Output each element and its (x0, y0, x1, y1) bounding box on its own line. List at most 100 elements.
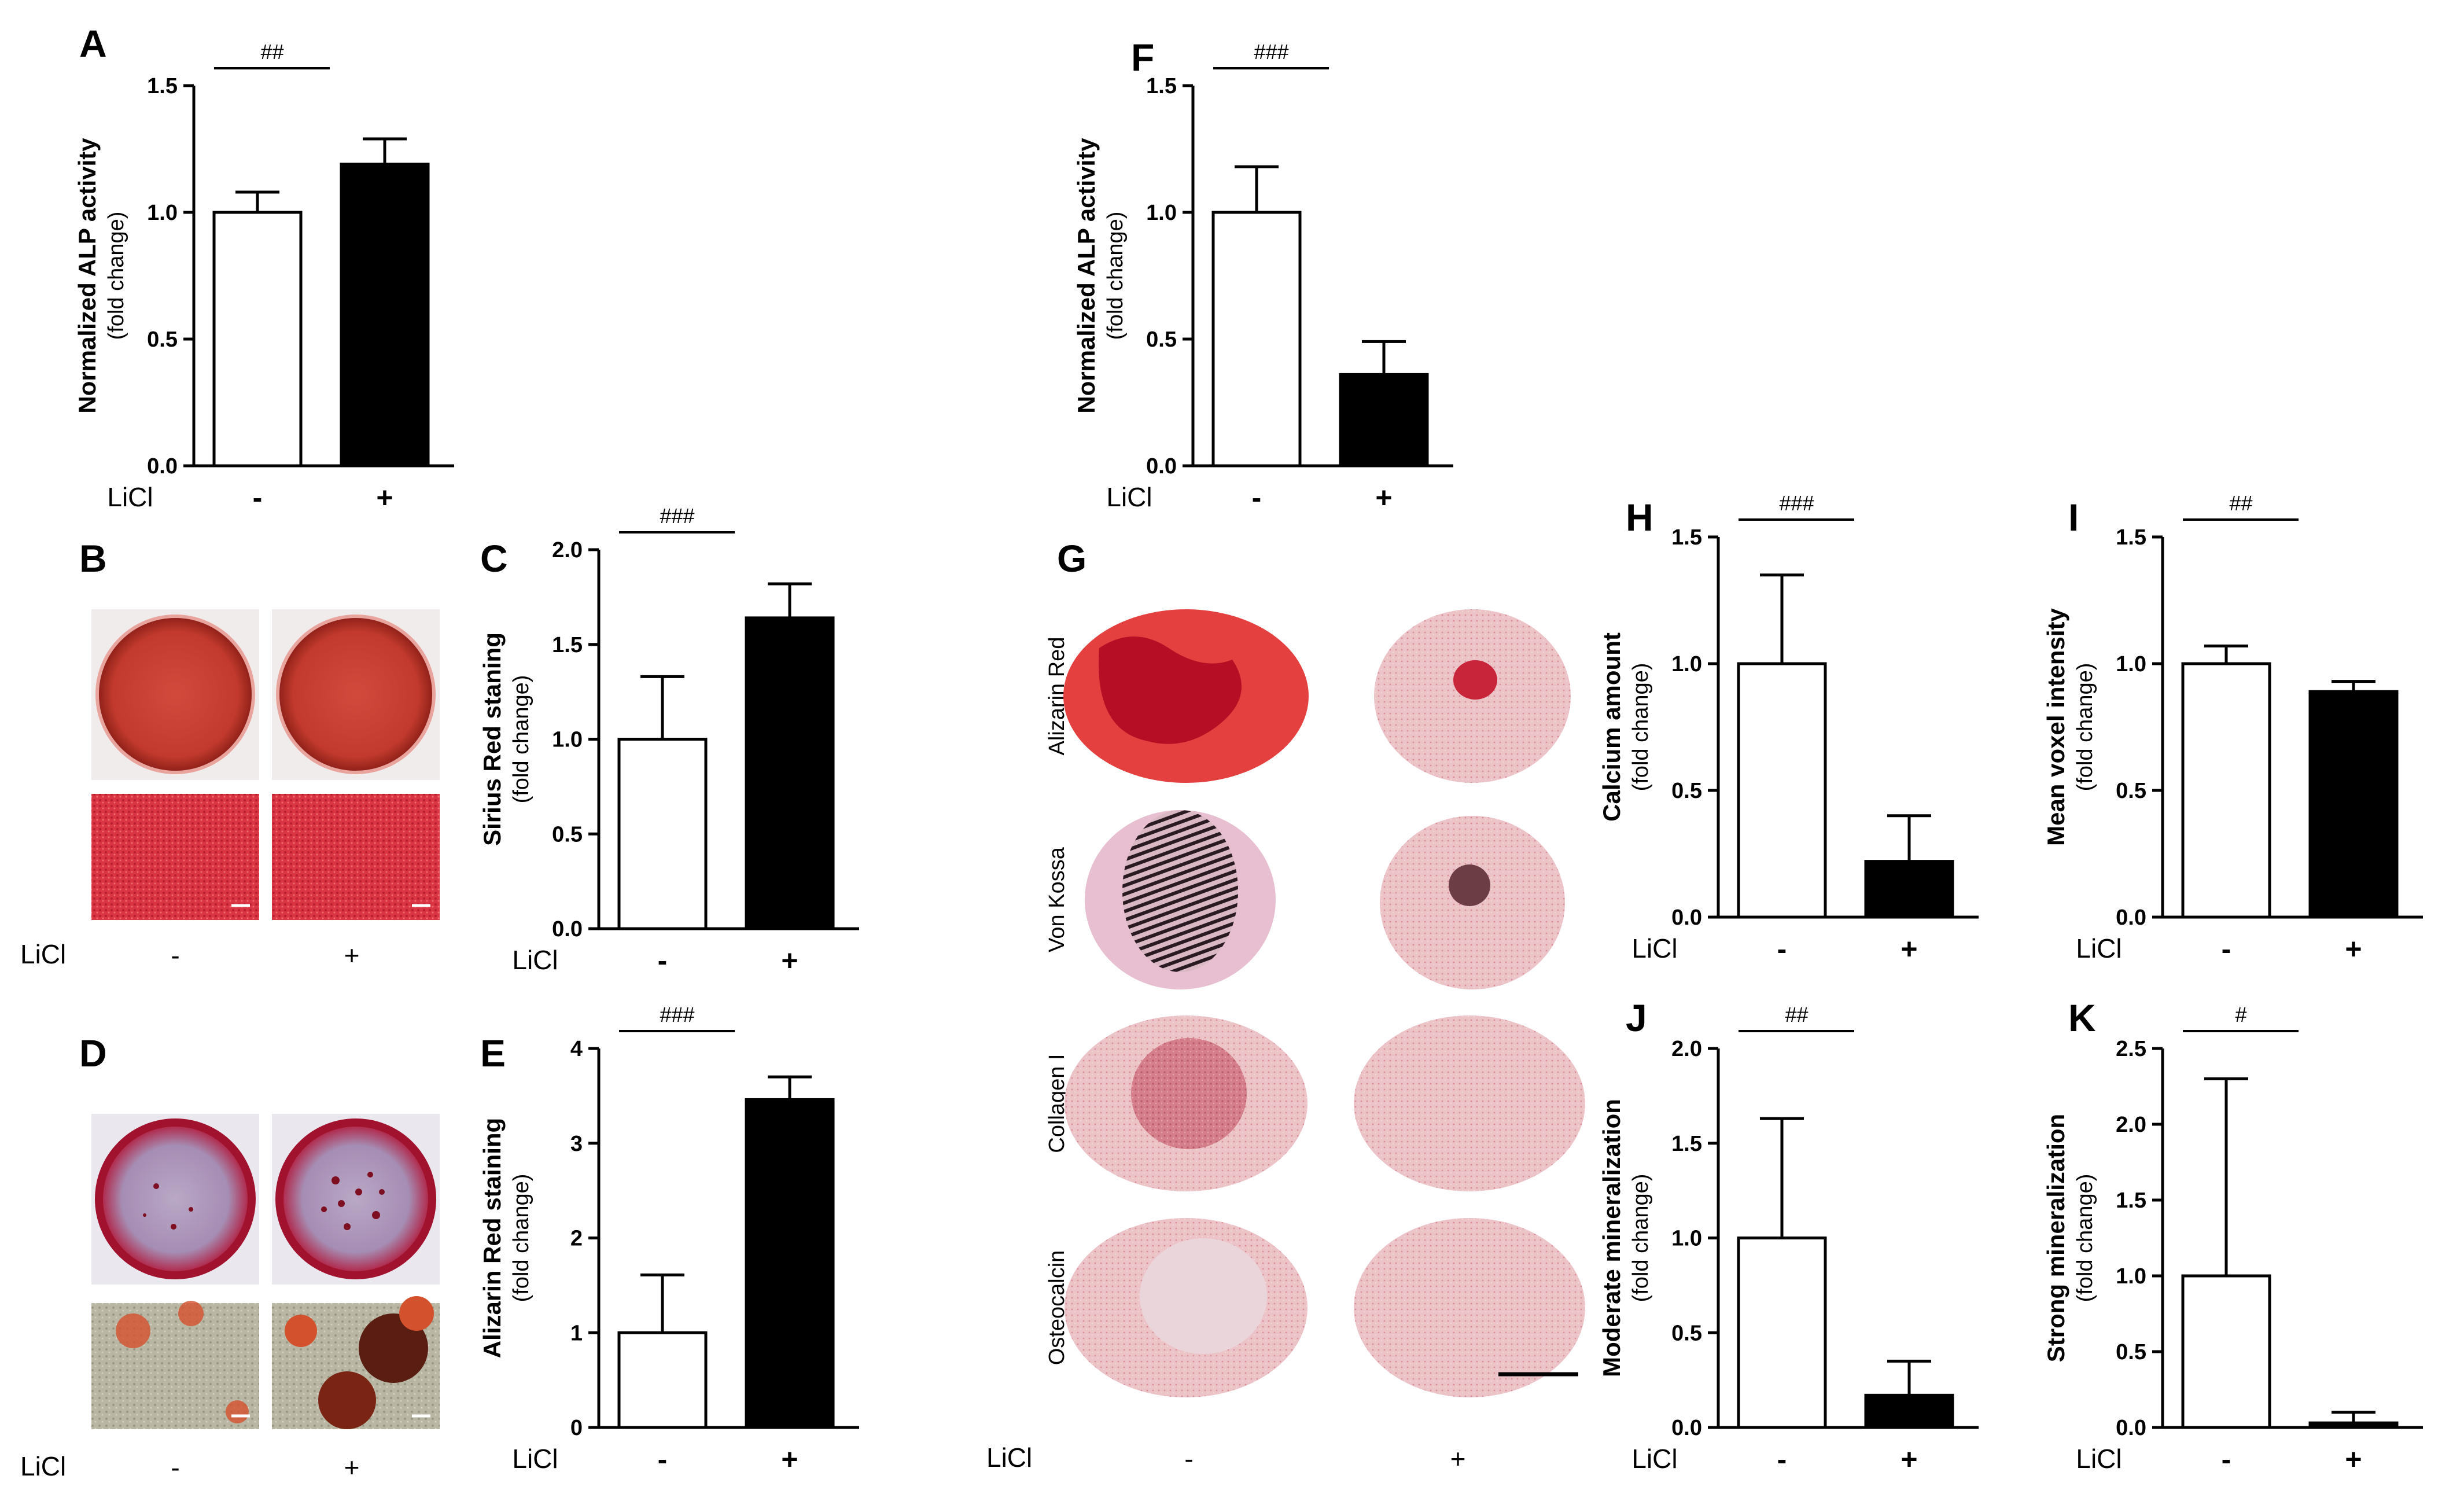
y-tick-label: 4 (570, 1037, 583, 1061)
y-axis-label: Moderate mineralization (1598, 1099, 1625, 1377)
panel-letter-g: G (1057, 537, 1086, 580)
y-tick-label: 0.0 (2116, 1416, 2146, 1440)
chart-alizarin-red: 0 1 2 3 4 ### Alizarin Red staining (fold chang… (478, 1003, 859, 1475)
mineral-black-streaks (1122, 810, 1238, 972)
panel-letter-b: B (79, 537, 107, 580)
group-label-g-minus: - (1184, 1444, 1193, 1474)
y-tick-label: 1.5 (552, 633, 583, 657)
significance-label: ## (2229, 491, 2253, 515)
bar (1339, 373, 1429, 468)
panel-d-well-treated (275, 1118, 436, 1279)
y-axis-sublabel: (fold change) (2073, 663, 2097, 792)
y-axis-label: Alizarin Red staining (478, 1118, 506, 1358)
bar (745, 1098, 835, 1429)
y-tick-label: 2.5 (2116, 1037, 2146, 1061)
image-panel-licl-labels: LiCl - + LiCl - + LiCl - + (20, 939, 1465, 1482)
bar (1211, 211, 1302, 468)
y-tick-label: 2.0 (552, 538, 583, 562)
y-tick-label: 0.0 (1146, 454, 1177, 479)
chart-mean-voxel-intensity: 0.0 0.5 1.0 1.5 ## Mean voxel intensity (fold … (2042, 491, 2423, 965)
licl-label: LiCl (107, 482, 153, 512)
group-label: + (1901, 1443, 1917, 1475)
y-axis-label: Sirius Red staning (478, 632, 506, 846)
group-label: + (2345, 933, 2362, 965)
mineral-focus (1453, 660, 1497, 700)
licl-label: LiCl (512, 1444, 558, 1474)
panel-d-well-control (95, 1118, 256, 1279)
chart-sirius-red: 0.0 0.5 1.0 1.5 2.0 ### Sirius Red staning (fol… (478, 504, 859, 977)
licl-label-g: LiCl (986, 1443, 1032, 1473)
bar (745, 616, 835, 930)
bar (2181, 1274, 2271, 1429)
significance-label: ### (1779, 491, 1814, 515)
panel-letter-i: I (2068, 496, 2079, 539)
y-axis-sublabel: (fold change) (2073, 1174, 2097, 1302)
bar (2308, 690, 2399, 919)
y-axis-sublabel: (fold change) (104, 212, 128, 340)
panel-b-well-control (95, 614, 255, 774)
significance-label: ### (660, 504, 695, 528)
y-tick-label: 0.0 (1671, 1416, 1702, 1440)
licl-label: LiCl (2076, 1444, 2122, 1474)
panel-letter-f: F (1131, 36, 1154, 79)
panel-letter-d: D (79, 1032, 107, 1075)
y-tick-label: 1.0 (1671, 1227, 1702, 1251)
panel-letter-e: E (480, 1032, 506, 1075)
y-tick-label: 3 (570, 1132, 583, 1156)
panel-letter-k: K (2068, 996, 2096, 1039)
licl-label: LiCl (512, 945, 558, 975)
bar (2308, 1421, 2399, 1429)
y-tick-label: 0 (570, 1416, 583, 1440)
y-tick-label: 1.5 (1146, 74, 1177, 98)
chart-alp-activity-a: 0.0 0.5 1.0 1.5 ## Normalized ALP activity (fo… (73, 40, 454, 514)
y-tick-label: 0.5 (1146, 328, 1177, 352)
panel-letters: A B C D E F G H I J K (79, 22, 2096, 1075)
significance-label: # (2235, 1003, 2247, 1026)
mineral-dense-pattern (1099, 636, 1242, 744)
chart-moderate-mineralization: 0.0 0.5 1.0 1.5 2.0 ## Moderate mineralization… (1598, 1003, 1979, 1475)
y-tick-label: 0.5 (2116, 1340, 2146, 1364)
y-tick-label: 1.5 (2116, 525, 2146, 550)
group-label-d-minus: - (171, 1452, 179, 1482)
group-label: - (658, 1443, 668, 1475)
y-axis-sublabel: (fold change) (509, 675, 533, 804)
y-axis-sublabel: (fold change) (1103, 212, 1128, 340)
panel-b-micro-treated (272, 794, 440, 920)
y-tick-label: 2.0 (2116, 1113, 2146, 1137)
group-label: + (781, 944, 798, 977)
significance-label: ### (1254, 40, 1289, 64)
group-label: + (376, 481, 393, 514)
group-label-b-plus: + (344, 940, 360, 970)
bar (1864, 1393, 1954, 1429)
chart-calcium-amount: 0.0 0.5 1.0 1.5 ### Calcium amount (fold chang… (1598, 491, 1979, 965)
y-tick-label: 1.0 (2116, 1264, 2146, 1289)
significance-label: ## (1785, 1003, 1809, 1026)
significance-label: ## (260, 40, 284, 64)
panel-letter-a: A (79, 22, 107, 65)
y-tick-label: 1.5 (2116, 1188, 2146, 1213)
panel-b-well-treated (276, 614, 436, 774)
y-tick-label: 1.0 (1146, 201, 1177, 225)
group-label-b-minus: - (171, 940, 179, 970)
mineral-spots (143, 1172, 385, 1230)
y-tick-label: 0.5 (1671, 1321, 1702, 1345)
significance-label: ### (660, 1003, 695, 1026)
y-tick-label: 1.5 (147, 74, 178, 98)
licl-label-b: LiCl (20, 939, 66, 969)
bar (1737, 1237, 1827, 1429)
bar (1864, 860, 1954, 919)
y-tick-label: 1.5 (1671, 525, 1702, 550)
chart-alp-activity-f: 0.0 0.5 1.0 1.5 ### Normalized ALP activity (f… (1073, 40, 1453, 514)
y-axis-sublabel: (fold change) (1629, 1174, 1653, 1302)
group-label: - (1777, 933, 1787, 965)
panel-g-images: Alizarin Red Von Kossa Collagen I Osteoc… (1045, 609, 1585, 1397)
y-tick-label: 1.0 (1671, 652, 1702, 676)
group-label-d-plus: + (344, 1452, 360, 1482)
group-label: - (658, 944, 668, 977)
licl-label: LiCl (1631, 933, 1677, 963)
y-axis-sublabel: (fold change) (1629, 663, 1653, 792)
y-axis-label: Calcium amount (1598, 632, 1625, 822)
y-tick-label: 1.5 (1671, 1132, 1702, 1156)
y-tick-label: 0.0 (552, 917, 583, 941)
licl-label: LiCl (1631, 1444, 1677, 1474)
